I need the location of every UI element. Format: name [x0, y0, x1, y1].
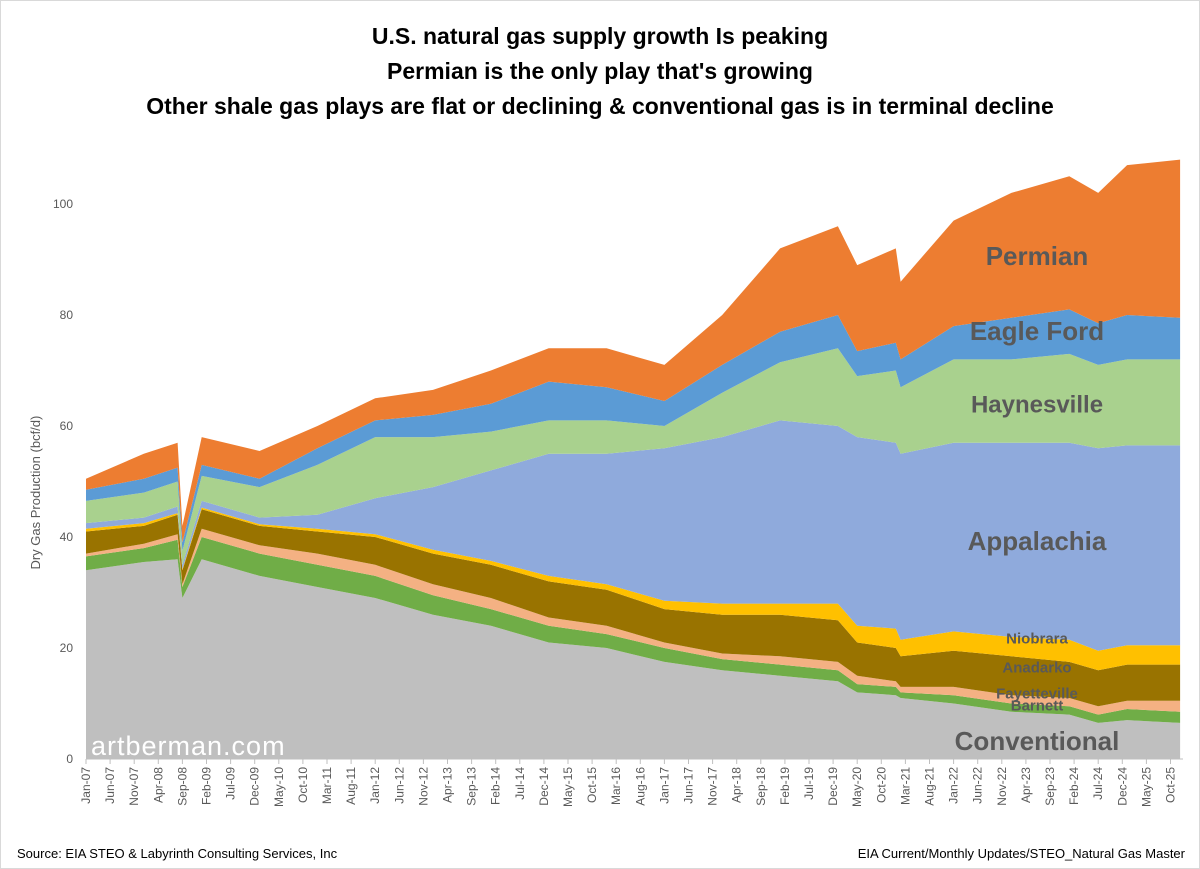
- x-tick-label: Feb-24: [1067, 767, 1081, 805]
- x-tick-label: Nov-12: [416, 767, 430, 806]
- x-tick-label: Apr-18: [730, 767, 744, 803]
- x-tick-label: Mar-21: [898, 767, 912, 805]
- y-axis-title: Dry Gas Production (bcf/d): [28, 416, 43, 570]
- x-tick-label: Jan-22: [947, 767, 961, 804]
- x-tick-label: Jan-17: [657, 767, 671, 804]
- series-label-eagle-ford: Eagle Ford: [970, 316, 1104, 346]
- x-tick-label: Dec-24: [1115, 767, 1129, 806]
- x-tick-label: May-10: [272, 767, 286, 807]
- x-tick-label: May-15: [561, 767, 575, 807]
- source-note: Source: EIA STEO & Labyrinth Consulting …: [17, 846, 338, 861]
- series-label-barnett: Barnett: [1011, 697, 1064, 714]
- chart-title-line-1: U.S. natural gas supply growth Is peakin…: [371, 23, 829, 49]
- x-tick-label: Jun-22: [971, 767, 985, 804]
- x-tick-label: Sep-23: [1043, 767, 1057, 806]
- series-label-haynesville: Haynesville: [971, 391, 1103, 418]
- area-permian: [86, 159, 1181, 543]
- x-tick-label: Apr-13: [441, 767, 455, 803]
- x-tick-label: Sep-13: [465, 767, 479, 806]
- x-tick-label: Dec-09: [248, 767, 262, 806]
- y-tick-label: 60: [60, 419, 74, 433]
- x-tick-label: Oct-10: [296, 767, 310, 803]
- x-tick-label: Aug-11: [344, 767, 358, 805]
- area-eagle-ford: [86, 309, 1181, 551]
- series-label-conventional: Conventional: [955, 726, 1120, 756]
- x-tick-label: Aug-16: [633, 767, 647, 806]
- x-tick-label: Mar-16: [609, 767, 623, 805]
- x-tick-label: Sep-18: [754, 767, 768, 806]
- area-niobrara: [86, 507, 1181, 671]
- x-tick-label: May-25: [1139, 767, 1153, 807]
- area-conventional: [86, 559, 1181, 759]
- x-tick-label: Jul-24: [1091, 767, 1105, 800]
- x-tick-label: May-20: [850, 767, 864, 807]
- x-tick-label: Jun-07: [103, 767, 117, 804]
- x-tick-label: Dec-19: [826, 767, 840, 806]
- x-tick-label: Nov-07: [127, 767, 141, 806]
- x-tick-label: Jun-12: [392, 767, 406, 804]
- x-tick-label: Feb-14: [489, 767, 503, 805]
- area-haynesville: [86, 348, 1181, 565]
- x-tick-label: Jan-12: [368, 767, 382, 804]
- x-tick-label: Dec-14: [537, 767, 551, 806]
- x-tick-label: Aug-21: [923, 767, 937, 806]
- x-tick-label: Mar-11: [320, 767, 334, 804]
- x-tick-label: Jan-07: [79, 767, 93, 804]
- y-tick-label: 80: [60, 308, 74, 322]
- y-tick-label: 100: [53, 197, 73, 211]
- area-anadarko: [86, 509, 1181, 707]
- x-tick-label: Apr-08: [151, 767, 165, 803]
- area-appalachia: [86, 420, 1181, 651]
- x-tick-label: Oct-20: [874, 767, 888, 803]
- y-tick-label: 20: [60, 641, 74, 655]
- file-path-note: EIA Current/Monthly Updates/STEO_Natural…: [857, 846, 1185, 861]
- x-tick-label: Jul-09: [224, 767, 238, 800]
- chart-title-line-2: Permian is the only play that's growing: [387, 58, 813, 84]
- x-tick-label: Feb-09: [200, 767, 214, 805]
- x-tick-label: Oct-15: [585, 767, 599, 803]
- x-tick-label: Nov-22: [995, 767, 1009, 806]
- x-tick-label: Sep-08: [175, 767, 189, 806]
- series-label-anadarko: Anadarko: [1002, 659, 1071, 676]
- x-tick-label: Jun-17: [682, 767, 696, 804]
- series-label-fayetteville: Fayetteville: [996, 685, 1078, 702]
- x-tick-label: Apr-23: [1019, 767, 1033, 803]
- x-tick-label: Nov-17: [706, 767, 720, 806]
- area-fayetteville: [86, 528, 1181, 715]
- x-tick-label: Feb-19: [778, 767, 792, 805]
- x-tick-label: Jul-19: [802, 767, 816, 800]
- chart-title-line-3: Other shale gas plays are flat or declin…: [146, 93, 1054, 119]
- y-tick-label: 0: [66, 752, 73, 766]
- series-label-appalachia: Appalachia: [968, 526, 1107, 556]
- series-label-niobrara: Niobrara: [1006, 630, 1068, 647]
- x-tick-label: Oct-25: [1164, 767, 1178, 803]
- x-tick-label: Jul-14: [513, 767, 527, 800]
- watermark: artberman.com: [91, 731, 286, 761]
- y-tick-label: 40: [60, 530, 74, 544]
- series-label-permian: Permian: [986, 241, 1089, 271]
- area-barnett: [86, 537, 1181, 723]
